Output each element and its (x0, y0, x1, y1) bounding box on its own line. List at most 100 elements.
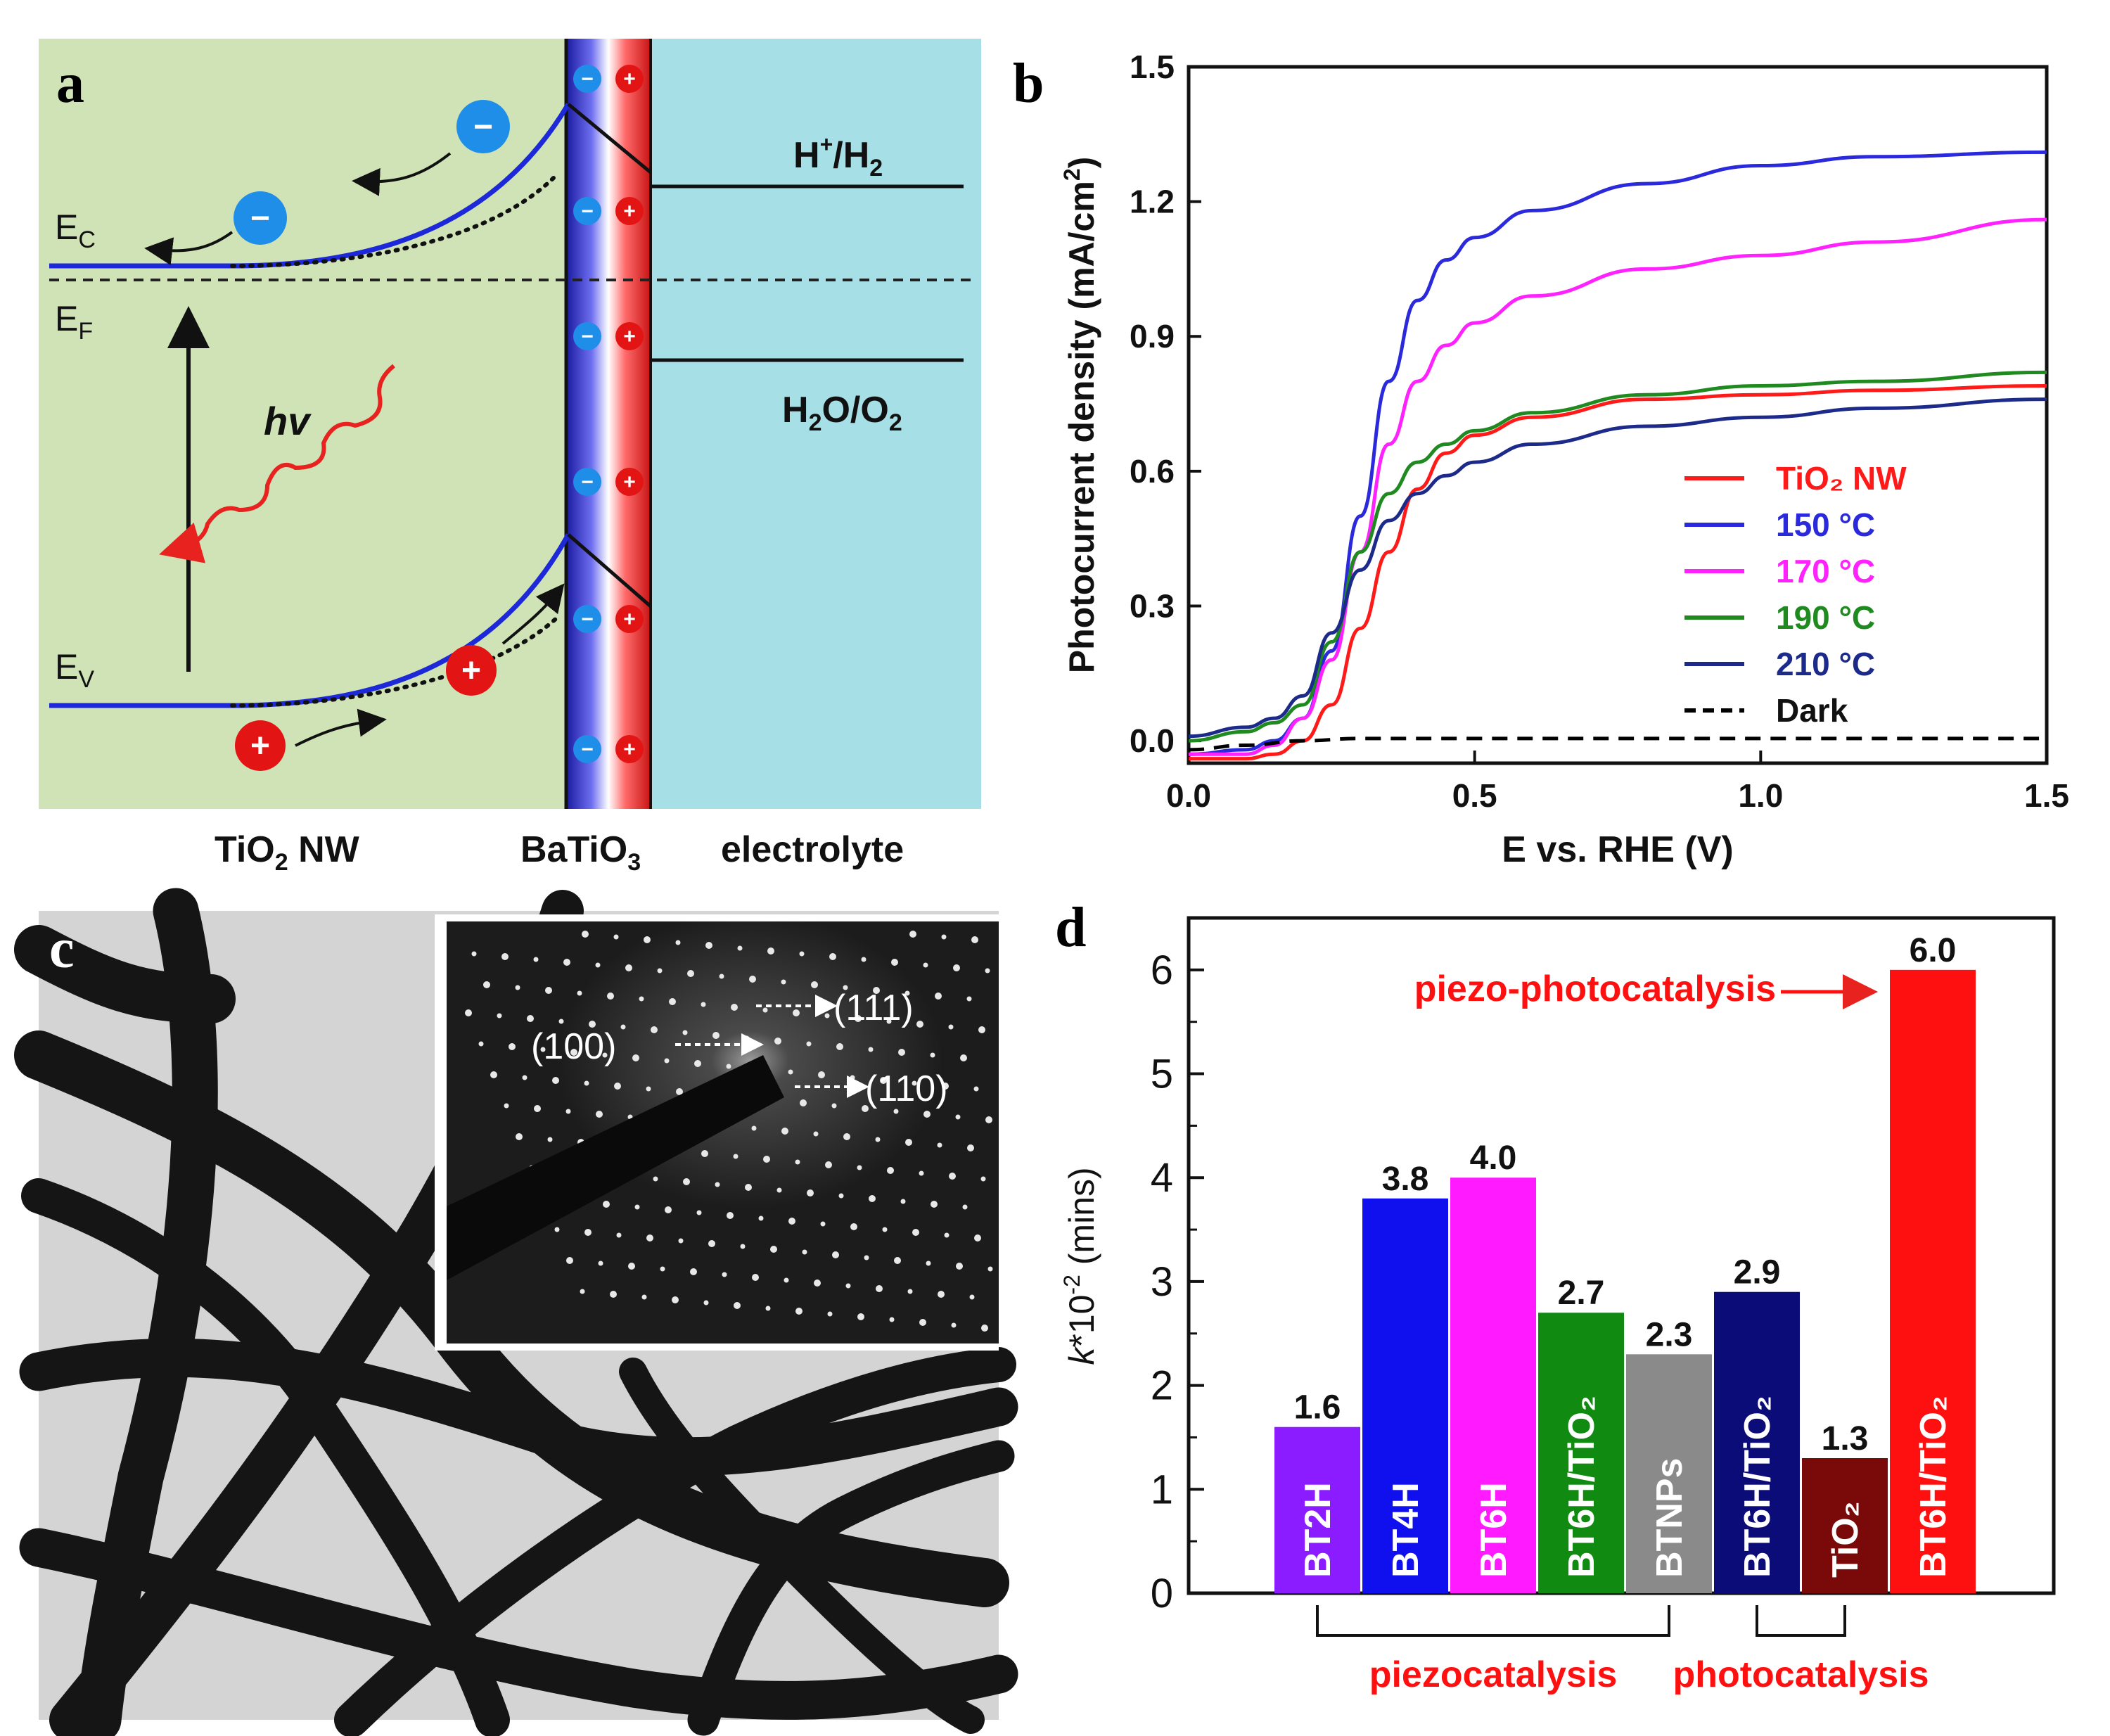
diffraction-spot (788, 1218, 795, 1225)
bar-d (1450, 1177, 1536, 1593)
panel-letter-c: c (49, 918, 75, 980)
diffraction-spot (752, 1274, 759, 1281)
diffraction-spot (955, 1114, 961, 1120)
legend-label-b: Dark (1776, 692, 1848, 729)
diffraction-spot (483, 981, 490, 988)
hole-flow-arrow-1 (295, 708, 387, 747)
diffraction-spot (584, 1229, 592, 1236)
legend-label-b: 150 °C (1776, 506, 1875, 543)
y-tick-label-d: 4 (1151, 1155, 1173, 1201)
diffraction-spot (734, 1302, 741, 1309)
diffraction-spot (651, 1026, 658, 1033)
group-label: piezocatalysis (1369, 1654, 1618, 1695)
diffraction-spot (465, 1009, 472, 1016)
diffraction-spot (850, 1223, 857, 1230)
bar-d (1274, 1427, 1360, 1593)
diffraction-spot (880, 1077, 887, 1084)
photon-wave-icon (159, 364, 395, 563)
diffraction-spot (682, 1030, 688, 1035)
y-tick-label-d: 0 (1151, 1571, 1173, 1616)
tio2-nw-label: TiO2 NW (215, 829, 360, 876)
bar-category-label-d: BT2H (1298, 1482, 1338, 1578)
bar-d (1890, 969, 1976, 1593)
y-tick-label-d: 1 (1151, 1467, 1173, 1512)
svg-text:−: − (581, 325, 594, 348)
diffraction-spot (694, 1060, 701, 1067)
svg-text:+: + (461, 652, 481, 689)
diffraction-spot (942, 1083, 949, 1090)
diffraction-spot (660, 1266, 665, 1272)
diffraction-spot (953, 964, 960, 971)
diffraction-spot (973, 1086, 979, 1092)
diffraction-spots (465, 931, 993, 1332)
bar-category-label-d: BT6H/TiO₂ (1737, 1396, 1778, 1578)
diffraction-spot (696, 1210, 702, 1215)
diffraction-spot (737, 945, 743, 951)
y-tick-label-d: 5 (1151, 1052, 1173, 1097)
diffraction-spot (930, 1052, 935, 1058)
diffraction-spot (653, 1176, 658, 1182)
series-line-b (1188, 383, 2047, 761)
electron-flow-arrow-1 (352, 152, 452, 196)
diffraction-spot (919, 1170, 924, 1176)
diffraction-spot (891, 959, 898, 966)
diffraction-spot (687, 970, 694, 977)
y-tick-label-d: 2 (1151, 1363, 1173, 1409)
diffraction-spot (981, 1325, 988, 1332)
diffraction-spot (534, 1105, 541, 1112)
diffraction-spot (598, 1260, 603, 1266)
series-line-b (1188, 370, 2047, 743)
diffraction-spot (802, 1249, 807, 1255)
diffraction-spot (607, 993, 614, 1000)
diffraction-spot (547, 1137, 553, 1142)
diffraction-spot (868, 1047, 874, 1052)
diffraction-spot (784, 1277, 789, 1283)
diffraction-spot (894, 1257, 901, 1264)
diffraction-spot (951, 1322, 957, 1328)
x-tick-label-b: 0.5 (1452, 777, 1497, 814)
diffraction-spot (596, 1111, 603, 1118)
series-line-b (1188, 397, 2047, 739)
ev-label: EV (55, 647, 94, 693)
diffraction-spot (862, 1105, 869, 1112)
diffraction-spot (948, 1024, 954, 1030)
bar-d (1538, 1313, 1624, 1593)
diffraction-spot (967, 1144, 974, 1151)
diffraction-spot (610, 1291, 617, 1298)
diffraction-spot (795, 1308, 803, 1315)
diffraction-spot (887, 1167, 894, 1174)
y-tick-label-b: 0.9 (1130, 318, 1175, 355)
diffraction-spot (850, 1075, 855, 1080)
y-tick-label-b: 0.6 (1130, 453, 1175, 490)
bar-category-label-d: BT6H/TiO₂ (1913, 1396, 1954, 1578)
panel-d: d 0 1 2 3 4 5 6 1.6 BT2H 3.8 BT4H 4.0 BT6H 2.7 BT6H/T… (1055, 897, 2056, 1695)
bound-charge-pair: − + (573, 735, 644, 763)
diffraction-spot (733, 1154, 738, 1159)
diffraction-spot (625, 964, 632, 971)
diffraction-spot (563, 959, 570, 966)
diffraction-spot (937, 1142, 942, 1148)
electrolyte-label: electrolyte (721, 829, 904, 870)
bar-value-label-d: 2.3 (1646, 1316, 1693, 1353)
bar-value-label-d: 3.8 (1382, 1161, 1429, 1198)
legend-b: TiO₂ NW 150 °C 170 °C 190 °C 210 °C Dark (1684, 460, 1907, 729)
diffraction-spot (861, 957, 867, 962)
legend-label-b: 210 °C (1776, 646, 1875, 682)
diffraction-spot (889, 1317, 895, 1322)
diffraction-spot (845, 1283, 851, 1289)
svg-text:−: − (581, 200, 594, 223)
diffraction-spot (814, 1279, 821, 1287)
polarization-charges: − + − + − + − + − + − + (573, 65, 644, 763)
svg-text:+: + (623, 325, 636, 348)
diffraction-spot (923, 1111, 931, 1118)
electrolyte-region (651, 39, 981, 809)
diffraction-spot (620, 1024, 626, 1030)
diffraction-spot (931, 1201, 938, 1208)
x-tick-label-b: 1.5 (2024, 777, 2069, 814)
diffraction-spot (907, 1289, 913, 1294)
diffraction-spot (800, 1099, 807, 1106)
series-line-b (1189, 217, 2047, 756)
bar-category-label-d: BT6H/TiO₂ (1561, 1396, 1602, 1578)
depletion-blue-layer (566, 39, 608, 809)
diffraction-spot (857, 1313, 864, 1320)
